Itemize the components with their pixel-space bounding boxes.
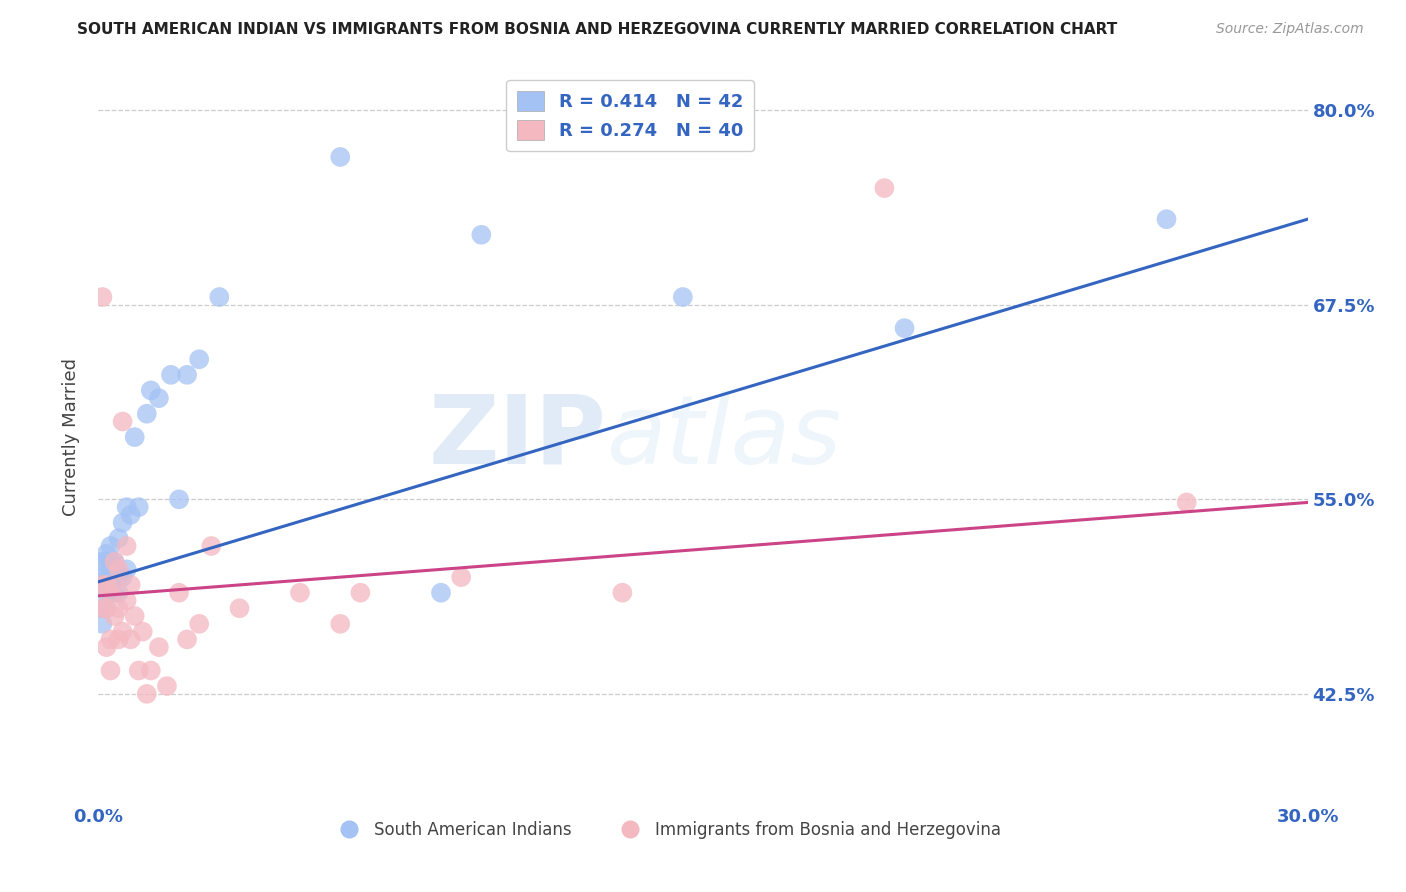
Point [100,632,122,647]
Point [1175,495,1198,509]
Point [135,407,157,421]
Point [100,664,122,678]
Point [120,578,142,592]
Point [111,570,134,584]
Point [139,664,162,678]
Point [115,500,138,515]
Point [672,290,695,304]
Point [91,555,114,569]
Point [176,368,198,382]
Point [103,570,125,584]
Point [103,578,125,592]
Point [96,585,118,599]
Point [208,290,231,304]
Point [115,539,138,553]
Point [91,570,114,584]
Point [188,616,211,631]
Point [103,585,125,599]
Point [100,539,122,553]
Point [107,585,129,599]
Text: Source: ZipAtlas.com: Source: ZipAtlas.com [1216,22,1364,37]
Point [160,368,183,382]
Point [329,150,352,164]
Point [200,539,222,553]
Point [120,632,142,647]
Point [128,500,150,515]
Point [96,570,118,584]
Point [124,430,146,444]
Point [96,555,118,569]
Point [107,632,129,647]
Point [91,578,114,592]
Point [893,321,915,335]
Point [176,632,198,647]
Point [96,601,118,615]
Point [228,601,250,615]
Point [96,601,118,615]
Point [167,492,190,507]
Text: atlas: atlas [606,391,841,483]
Point [115,593,138,607]
Point [100,585,122,599]
Point [120,508,142,522]
Point [100,585,122,599]
Point [100,555,122,569]
Point [1156,212,1178,227]
Point [430,585,453,599]
Point [148,391,170,405]
Point [156,679,179,693]
Point [91,290,114,304]
Point [103,609,125,624]
Point [107,570,129,584]
Point [139,384,162,398]
Point [349,585,371,599]
Point [450,570,472,584]
Point [329,616,352,631]
Point [91,601,114,615]
Text: ZIP: ZIP [429,391,606,483]
Point [873,181,896,195]
Point [100,578,122,592]
Point [103,555,125,569]
Point [96,578,118,592]
Point [135,687,157,701]
Point [612,585,634,599]
Point [91,616,114,631]
Point [132,624,155,639]
Point [91,601,114,615]
Point [148,640,170,655]
Point [188,352,211,367]
Point [96,547,118,561]
Legend: South American Indians, Immigrants from Bosnia and Herzegovina: South American Indians, Immigrants from … [326,814,1008,846]
Point [470,227,492,242]
Point [128,664,150,678]
Point [288,585,311,599]
Point [111,624,134,639]
Point [91,578,114,592]
Point [124,609,146,624]
Point [167,585,190,599]
Point [111,415,134,429]
Point [107,601,129,615]
Point [111,516,134,530]
Point [107,562,129,576]
Point [115,562,138,576]
Point [103,555,125,569]
Point [96,640,118,655]
Y-axis label: Currently Married: Currently Married [62,358,80,516]
Point [100,570,122,584]
Point [107,531,129,545]
Text: SOUTH AMERICAN INDIAN VS IMMIGRANTS FROM BOSNIA AND HERZEGOVINA CURRENTLY MARRIE: SOUTH AMERICAN INDIAN VS IMMIGRANTS FROM… [77,22,1118,37]
